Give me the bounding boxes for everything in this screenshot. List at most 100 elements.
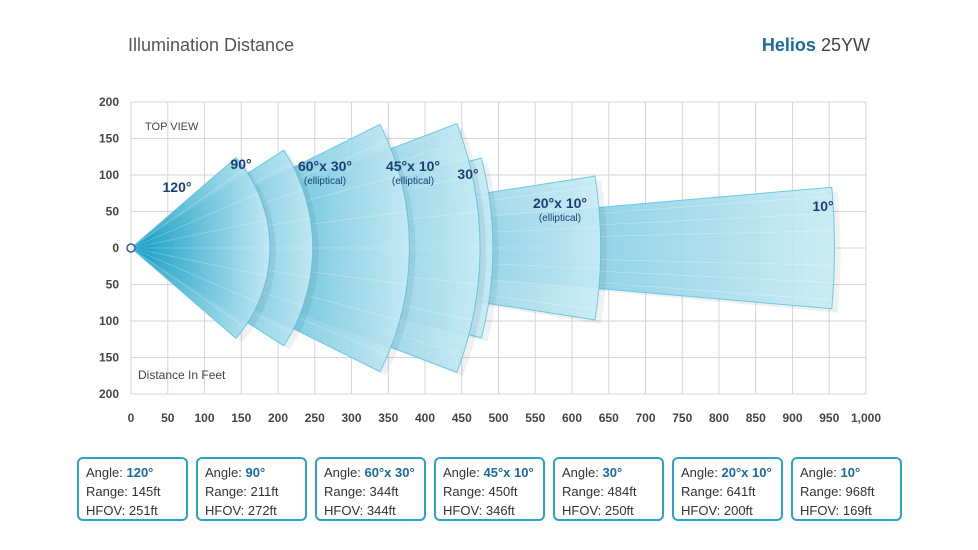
card-field-value: 641ft xyxy=(726,484,756,499)
y-tick-label: 200 xyxy=(99,387,119,401)
card-angle: Angle: 10° xyxy=(800,463,893,482)
card-field-label: HFOV: xyxy=(324,503,367,518)
card-field-label: Range: xyxy=(562,484,608,499)
top-view-annotation: TOP VIEW xyxy=(145,121,199,133)
card-field-value: 145ft xyxy=(131,484,161,499)
x-tick-label: 650 xyxy=(599,411,619,425)
card-field-value: 251ft xyxy=(128,503,158,518)
y-tick-label: 150 xyxy=(99,351,119,365)
card-field-value: 10° xyxy=(840,465,861,480)
x-tick-label: 250 xyxy=(305,411,325,425)
x-tick-label: 500 xyxy=(488,411,508,425)
card-field-label: Angle: xyxy=(205,465,246,480)
card-field-label: Range: xyxy=(86,484,132,499)
card-field-value: 344ft xyxy=(369,484,399,499)
card-field-label: HFOV: xyxy=(86,503,129,518)
card-field-label: HFOV: xyxy=(443,503,486,518)
beam-chart: 0 50 100 150 200 250 300 350 400 450 500 550 600 650 7… xyxy=(99,95,881,425)
card-field-label: HFOV: xyxy=(681,503,724,518)
card-field-label: Range: xyxy=(681,484,727,499)
card-field-value: 346ft xyxy=(485,503,515,518)
x-tick-label: 50 xyxy=(161,411,175,425)
brand-model: 25YW xyxy=(820,35,870,55)
spec-card: Angle: 120° Range: 145ft HFOV: 251ft xyxy=(77,457,188,521)
x-tick-label: 450 xyxy=(452,411,472,425)
card-field-label: Angle: xyxy=(800,465,841,480)
x-tick-label: 100 xyxy=(194,411,214,425)
x-tick-label: 150 xyxy=(231,411,251,425)
brand-name: Helios xyxy=(761,35,816,55)
y-tick-label: 200 xyxy=(99,95,119,109)
spec-card: Angle: 45°x 10° Range: 450ft HFOV: 346ft xyxy=(434,457,545,521)
x-tick-label: 900 xyxy=(782,411,802,425)
x-tick-label: 0 xyxy=(128,411,135,425)
card-hfov: HFOV: 251ft xyxy=(86,501,179,520)
beam-label: 90° xyxy=(230,156,251,172)
card-angle: Angle: 60°x 30° xyxy=(324,463,417,482)
beam-label: 30° xyxy=(457,166,478,182)
spec-card: Angle: 20°x 10° Range: 641ft HFOV: 200ft xyxy=(672,457,783,521)
card-field-value: 60°x 30° xyxy=(364,465,415,480)
card-field-value: 90° xyxy=(245,465,266,480)
card-field-value: 200ft xyxy=(723,503,753,518)
x-tick-label: 800 xyxy=(709,411,729,425)
y-tick-label: 150 xyxy=(99,132,119,146)
card-field-value: 120° xyxy=(126,465,154,480)
card-range: Range: 450ft xyxy=(443,482,536,501)
card-range: Range: 641ft xyxy=(681,482,774,501)
beam-ray xyxy=(130,247,268,277)
card-hfov: HFOV: 272ft xyxy=(205,501,298,520)
spec-cards: Angle: 120° Range: 145ft HFOV: 251ft Angle:… xyxy=(77,457,903,523)
card-field-label: Angle: xyxy=(681,465,722,480)
card-field-value: 45°x 10° xyxy=(483,465,534,480)
beam-ray xyxy=(130,168,245,249)
card-field-label: Range: xyxy=(800,484,846,499)
card-field-value: 20°x 10° xyxy=(721,465,772,480)
beam-label: 120° xyxy=(163,179,192,195)
x-axis-label: Distance In Feet xyxy=(138,368,226,382)
brand-logo: Helios 25YW xyxy=(762,35,870,56)
card-angle: Angle: 90° xyxy=(205,463,298,482)
spec-card: Angle: 10° Range: 968ft HFOV: 169ft xyxy=(791,457,902,521)
card-field-value: 169ft xyxy=(842,503,872,518)
card-range: Range: 344ft xyxy=(324,482,417,501)
beam-sublabel: (elliptical) xyxy=(304,176,346,187)
card-hfov: HFOV: 250ft xyxy=(562,501,655,520)
card-field-value: 272ft xyxy=(247,503,277,518)
card-field-label: Angle: xyxy=(324,465,365,480)
beam-label: 20°x 10° xyxy=(533,195,587,211)
y-tick-label: 0 xyxy=(112,241,119,255)
card-field-label: Angle: xyxy=(86,465,127,480)
beam-sector xyxy=(130,157,271,339)
card-angle: Angle: 45°x 10° xyxy=(443,463,536,482)
card-range: Range: 145ft xyxy=(86,482,179,501)
card-range: Range: 968ft xyxy=(800,482,893,501)
x-tick-label: 700 xyxy=(635,411,655,425)
card-angle: Angle: 30° xyxy=(562,463,655,482)
x-tick-label: 200 xyxy=(268,411,288,425)
card-field-value: 211ft xyxy=(250,484,279,499)
card-field-label: Angle: xyxy=(562,465,603,480)
card-range: Range: 484ft xyxy=(562,482,655,501)
card-field-value: 250ft xyxy=(604,503,634,518)
beam-label: 60°x 30° xyxy=(298,158,352,174)
chart-title: Illumination Distance xyxy=(128,35,295,55)
card-field-value: 484ft xyxy=(607,484,637,499)
card-field-value: 450ft xyxy=(488,484,518,499)
card-angle: Angle: 120° xyxy=(86,463,179,482)
x-tick-label: 300 xyxy=(341,411,361,425)
x-tick-label: 950 xyxy=(819,411,839,425)
beam-ray xyxy=(130,193,259,249)
x-tick-label: 750 xyxy=(672,411,692,425)
beam-label: 10° xyxy=(812,198,833,214)
x-tick-label: 350 xyxy=(378,411,398,425)
card-field-label: HFOV: xyxy=(800,503,843,518)
beam-layer xyxy=(129,122,841,377)
card-angle: Angle: 20°x 10° xyxy=(681,463,774,482)
spec-card: Angle: 60°x 30° Range: 344ft HFOV: 344ft xyxy=(315,457,426,521)
origin-point xyxy=(126,243,136,253)
card-hfov: HFOV: 169ft xyxy=(800,501,893,520)
card-field-label: Angle: xyxy=(443,465,484,480)
x-tick-label: 400 xyxy=(415,411,435,425)
card-field-label: HFOV: xyxy=(205,503,248,518)
